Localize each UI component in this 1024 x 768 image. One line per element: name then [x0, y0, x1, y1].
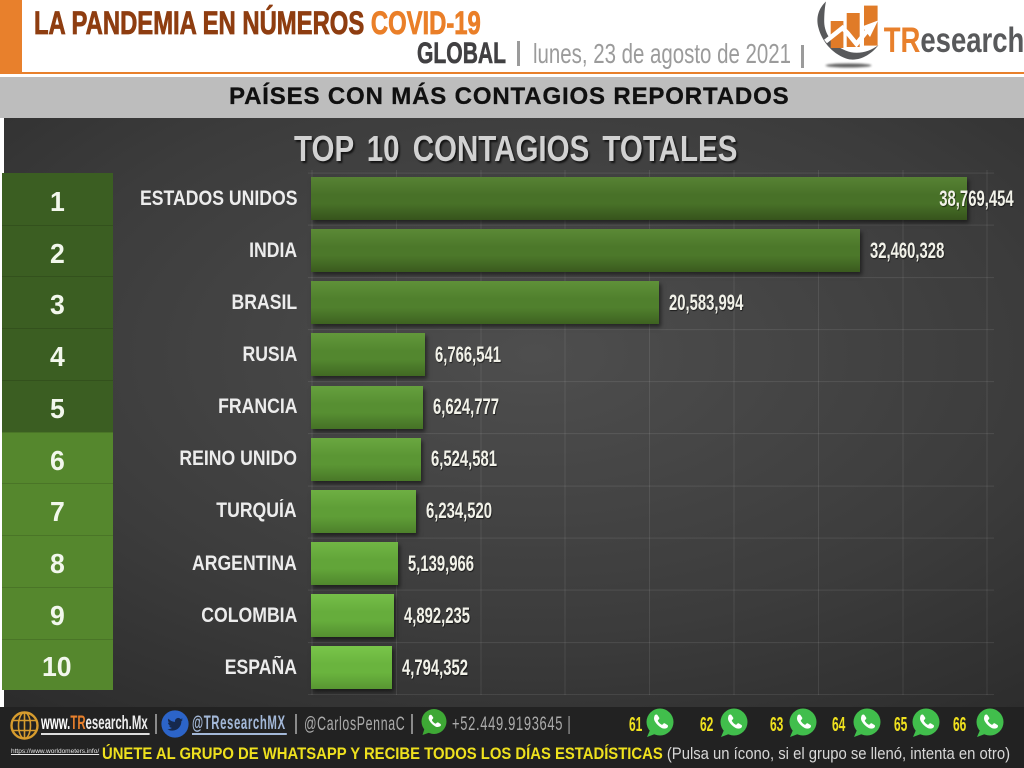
svg-text:TResearch: TResearch [884, 20, 1024, 60]
